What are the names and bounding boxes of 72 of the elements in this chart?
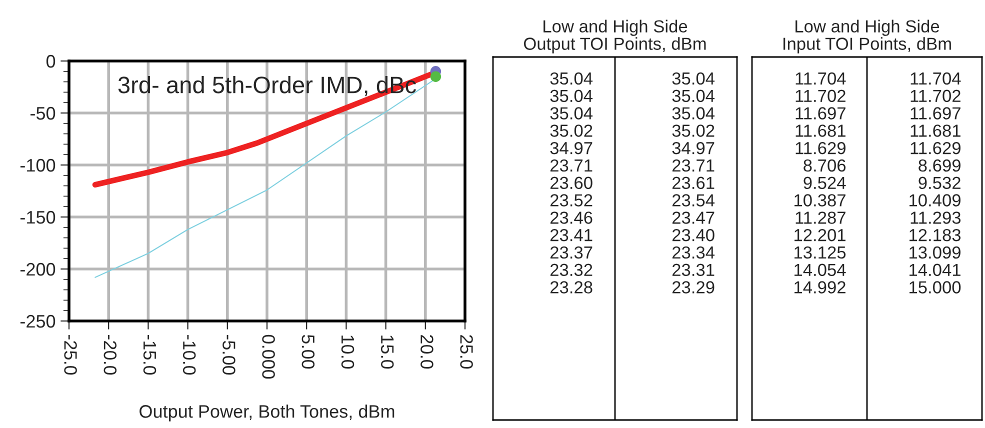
text: 35.04 — [550, 90, 593, 102]
y-tick-label: -200 — [20, 262, 56, 276]
text: 23.34 — [672, 246, 715, 259]
text: 23.29 — [672, 281, 714, 294]
text: 11.629 — [796, 142, 846, 154]
x-tick-label: 10.0 — [341, 336, 354, 369]
text: 11.293 — [910, 212, 961, 224]
text: 11.697 — [910, 107, 960, 120]
text: 35.04 — [672, 90, 715, 102]
text: 11.704 — [796, 72, 846, 85]
x-tick-label: 20.0 — [420, 335, 434, 369]
text: 23.61 — [672, 176, 714, 190]
y-tick-label: -50 — [30, 106, 56, 120]
text: Low and High Side Output TOI Points, dBm — [524, 20, 706, 54]
text: 9.524 — [804, 176, 846, 190]
text: 35.04 — [550, 72, 593, 85]
x-tick-label: -10.0 — [182, 334, 196, 375]
text: 23.54 — [672, 194, 715, 206]
x-tick-label: -20.0 — [104, 334, 117, 375]
text: 23.46 — [550, 212, 592, 224]
text: 35.04 — [672, 107, 715, 120]
text: 11.287 — [796, 212, 846, 224]
text: 14.992 — [794, 281, 846, 294]
text: 12.201 — [794, 228, 846, 242]
y-tick-label: -150 — [20, 210, 56, 224]
text: 11.702 — [796, 90, 846, 102]
text: 35.02 — [672, 124, 714, 137]
x-tick-label: -25.0 — [64, 334, 77, 375]
x-tick-label: 5.00 — [302, 334, 315, 369]
text: 11.702 — [910, 90, 960, 102]
text: 10.409 — [910, 194, 960, 206]
text: 13.125 — [794, 246, 846, 259]
text: 11.704 — [910, 72, 961, 85]
text: 23.60 — [550, 176, 592, 190]
text: 34.97 — [550, 142, 592, 154]
text: 23.71 — [672, 159, 714, 172]
x-axis-title: Output Power, Both Tones, dBm — [140, 404, 394, 422]
text: 35.04 — [550, 107, 593, 120]
text: 34.97 — [672, 142, 714, 154]
text: 11.681 — [796, 124, 846, 137]
x-tick-label: -15.0 — [143, 334, 156, 375]
y-tick-label: 0 — [46, 54, 56, 68]
text: 11.697 — [796, 107, 846, 120]
text: 23.37 — [550, 246, 592, 259]
text: 23.32 — [550, 264, 592, 276]
text: 23.52 — [550, 194, 592, 206]
text: 9.532 — [918, 176, 960, 190]
y-tick-label: -100 — [20, 158, 56, 172]
text: 14.054 — [794, 264, 846, 276]
x-tick-label: 0.000 — [262, 334, 275, 379]
text: 13.099 — [910, 246, 960, 259]
text: 23.31 — [672, 264, 714, 276]
text: 8.706 — [804, 159, 846, 172]
y-tick-label: -250 — [20, 314, 56, 328]
text: 15.000 — [910, 281, 961, 294]
text: Low and High Side Input TOI Points, dBm — [784, 20, 951, 54]
text: 14.041 — [910, 264, 960, 276]
text: 11.629 — [910, 142, 960, 154]
text: 23.40 — [672, 228, 714, 242]
text: 11.681 — [910, 124, 960, 137]
text: 23.41 — [550, 228, 592, 242]
text: 23.71 — [550, 159, 592, 172]
text: 23.28 — [550, 281, 592, 294]
text: 8.699 — [918, 159, 960, 172]
text: 12.183 — [910, 228, 961, 242]
text: 35.04 — [672, 72, 715, 85]
x-tick-label: -5.00 — [222, 334, 236, 375]
x-tick-label: 25.0 — [460, 335, 473, 369]
text: 10.387 — [794, 194, 846, 206]
x-tick-label: 15.0 — [380, 336, 394, 369]
text: 23.47 — [672, 212, 714, 224]
text: 35.02 — [550, 124, 592, 137]
